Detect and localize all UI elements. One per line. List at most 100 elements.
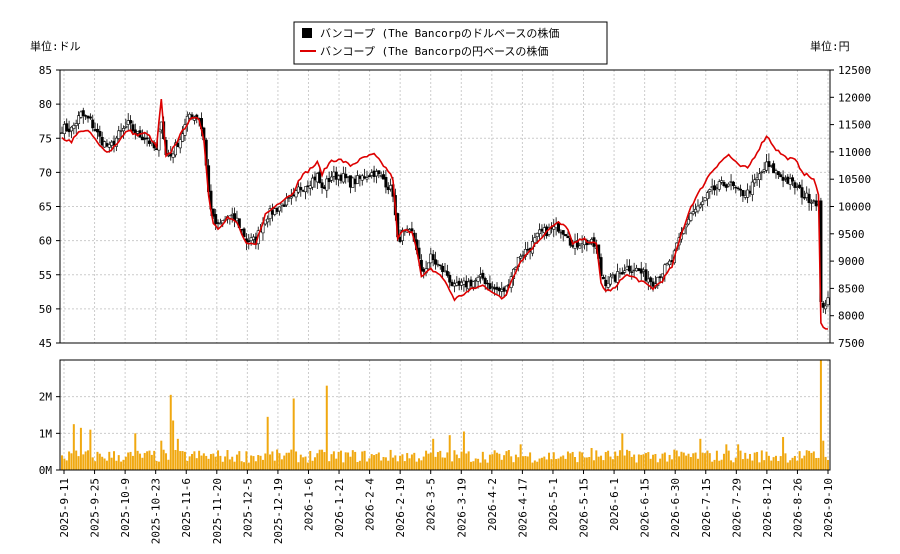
- candle-body: [301, 190, 305, 192]
- candle-body: [691, 211, 695, 215]
- candle-body: [625, 266, 629, 270]
- volume-bar: [399, 455, 402, 470]
- volume-bar: [110, 457, 113, 470]
- candle-body: [504, 285, 508, 291]
- volume-bar: [621, 433, 624, 470]
- volume-bar: [630, 456, 633, 470]
- candle-body: [363, 176, 367, 179]
- volume-bar: [169, 394, 172, 470]
- volume-bar: [120, 461, 123, 470]
- volume-bar: [309, 450, 312, 470]
- candle-body: [781, 176, 785, 181]
- volume-bar: [732, 462, 735, 470]
- legend-jpy-label: バンコープ (The Bancorpの円ベースの株価: [320, 44, 548, 58]
- candle-body: [724, 184, 728, 188]
- volume-bar: [354, 451, 357, 470]
- volume-bar: [588, 456, 591, 470]
- volume-bar: [358, 460, 361, 470]
- volume-bar: [595, 450, 598, 470]
- volume-bar: [581, 452, 584, 470]
- volume-bar: [552, 452, 555, 470]
- candle-body: [278, 206, 282, 212]
- volume-bar: [647, 452, 650, 470]
- candle-body: [656, 276, 660, 287]
- volume-bar: [741, 459, 744, 470]
- candle-body: [143, 137, 147, 140]
- volume-bar: [252, 456, 255, 470]
- volume-bar: [425, 450, 428, 470]
- volume-bar: [720, 459, 723, 470]
- candle-body: [436, 263, 440, 266]
- volume-bar: [285, 452, 288, 470]
- volume-bar: [531, 462, 534, 470]
- volume-bar: [368, 458, 371, 470]
- volume-bar: [337, 451, 340, 470]
- volume-bar: [571, 451, 574, 470]
- legend-usd-label: バンコープ (The Bancorpのドルベースの株価: [320, 26, 559, 40]
- x-tick-label: 2026-8-12: [761, 478, 774, 538]
- candle-body: [689, 213, 693, 221]
- volume-bar: [635, 462, 638, 470]
- candle-body: [100, 136, 104, 146]
- volume-bar: [798, 451, 801, 470]
- candle-body: [500, 289, 504, 292]
- right-y-axis: 7500 8000 8500 9000 9500 10000 10500 11000 11500…: [830, 64, 871, 350]
- volume-bar: [675, 450, 678, 470]
- volume-bar: [661, 453, 664, 470]
- candle-body: [121, 128, 125, 132]
- volume-bar: [150, 454, 153, 470]
- volume-bar: [444, 457, 446, 470]
- x-tick-label: 2026-6-15: [639, 478, 652, 538]
- candle-body: [601, 276, 605, 280]
- candle-body: [443, 270, 447, 272]
- candle-body: [464, 280, 468, 288]
- candle-body: [341, 173, 345, 183]
- volume-bar: [361, 451, 364, 470]
- volume-bar: [247, 462, 250, 470]
- volume-bar: [233, 461, 236, 470]
- candle-body: [474, 279, 478, 282]
- volume-bar: [221, 461, 224, 470]
- x-tick-label: 2026-7-15: [700, 478, 713, 538]
- candle-body: [110, 141, 114, 146]
- volume-bar: [576, 462, 579, 470]
- volume-bar: [207, 458, 210, 470]
- candle-body: [382, 174, 386, 180]
- candle-body: [746, 189, 750, 198]
- candle-body: [526, 249, 530, 251]
- candle-body: [67, 128, 71, 133]
- volume-bar: [172, 420, 175, 470]
- volume-bar: [98, 453, 101, 470]
- volume-bar: [737, 444, 740, 470]
- volume-bar: [217, 450, 220, 470]
- volume-bar: [79, 427, 82, 470]
- volume-bar: [517, 457, 520, 470]
- candle-body: [578, 245, 582, 249]
- candle-body: [136, 131, 140, 134]
- volume-bar: [373, 455, 376, 470]
- volume-bar: [131, 455, 134, 470]
- legend-usd-marker: [302, 28, 312, 38]
- candle-body: [731, 181, 735, 187]
- volume-bar: [491, 454, 494, 470]
- candle-body: [805, 192, 809, 198]
- candle-body: [760, 171, 764, 174]
- candle-body: [753, 179, 757, 184]
- volume-bar: [574, 457, 577, 470]
- candle-body: [566, 235, 570, 239]
- left-tick-label: 70: [39, 166, 52, 179]
- volume-bar: [505, 451, 508, 470]
- volume-bar: [127, 452, 130, 470]
- volume-bar: [176, 438, 179, 470]
- volume-bar: [774, 455, 777, 470]
- right-tick-label: 10500: [838, 173, 871, 186]
- candle-body: [776, 171, 780, 176]
- volume-bar: [420, 460, 423, 470]
- volume-bar: [715, 450, 718, 470]
- candle-body: [769, 165, 773, 167]
- candle-body: [81, 110, 85, 116]
- volume-bar: [626, 449, 629, 470]
- volume-bar: [472, 461, 475, 470]
- volume-bar: [604, 452, 607, 470]
- volume-bar: [387, 460, 390, 470]
